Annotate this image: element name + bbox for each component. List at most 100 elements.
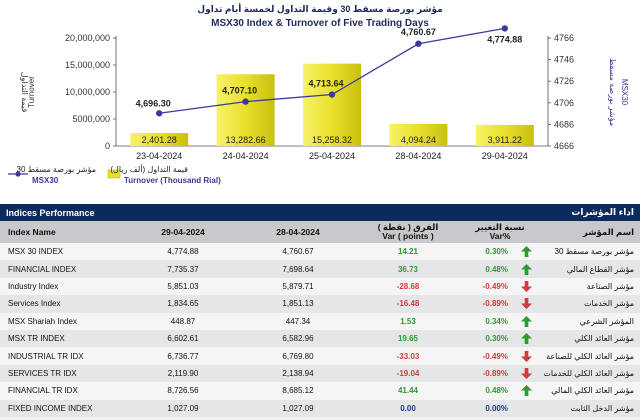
turnover-bar-label: 15,258.32 xyxy=(312,135,352,145)
right-tick-label: 4686 xyxy=(554,119,574,129)
cell-today-value: 1,027.09 xyxy=(167,403,199,413)
cell-var-points: 19.65 xyxy=(397,334,419,344)
table-column-headers: Index Name 29-04-2024 28-04-2024 الفرق (… xyxy=(0,221,640,243)
table-row: FINANCIAL TR IDX 8,726.56 8,685.12 41.44 0.4… xyxy=(0,382,640,400)
cell-index-name-ar: مؤشر العائد الكلي للصناعة xyxy=(546,351,634,361)
table-row: MSX Shariah Index 448.87 447.34 1.53 0.34% ال… xyxy=(0,312,640,330)
right-tick-label: 4726 xyxy=(554,76,574,86)
right-tick-label: 4746 xyxy=(554,55,574,65)
cell-index-name-ar: مؤشر الدخل الثابت xyxy=(570,403,634,413)
arrow-up-icon xyxy=(512,330,540,347)
cell-var-points: -33.03 xyxy=(396,351,420,361)
cell-index-name: MSX TR INDEX xyxy=(8,334,65,344)
combo-chart: مؤشر بورصة مسقط 30 وقيمة التداول لخمسة أ… xyxy=(8,3,629,185)
msx30-point-label: 4,696.30 xyxy=(136,98,171,108)
table-title-ar: اداء المؤشرات xyxy=(571,207,634,217)
cell-var-points: 1.53 xyxy=(400,316,416,326)
table-title: Indices Performance xyxy=(6,207,95,218)
cell-today-value: 8,726.56 xyxy=(167,386,199,396)
x-tick-label: 25-04-2024 xyxy=(309,151,355,161)
msx30-point-label: 4,760.67 xyxy=(401,27,436,37)
turnover-bar xyxy=(303,63,361,146)
cell-prev-value: 447.34 xyxy=(285,316,311,326)
cell-var-pct: 0.48% xyxy=(485,264,508,274)
cell-index-name-ar: مؤشر العائد الكلي للخدمات xyxy=(543,368,634,378)
cell-index-name-ar: مؤشر العائد الكلي المالي xyxy=(551,386,634,396)
left-tick-label: 10,000,000 xyxy=(65,87,110,97)
right-axis-title: MSX30 xyxy=(620,79,629,106)
cell-today-value: 7,735.37 xyxy=(167,264,199,274)
turnover-bar xyxy=(130,133,189,146)
table-body: MSX 30 INDEX 4,774.88 4,760.67 14.21 0.30% مؤ… xyxy=(0,243,640,417)
cell-index-name-ar: مؤشر الصناعة xyxy=(586,281,634,291)
chart-title-ar: مؤشر بورصة مسقط 30 وقيمة التداول لخمسة أ… xyxy=(197,3,442,15)
cell-var-pct: 0.30% xyxy=(485,247,508,257)
table-title-bar: Indices Performance اداء المؤشرات xyxy=(0,204,640,221)
cell-var-pct: 0.00% xyxy=(485,403,508,413)
col-header-var-en: Var ( points ) xyxy=(382,231,434,241)
left-tick-label: 20,000,000 xyxy=(65,33,110,43)
cell-prev-value: 4,760.67 xyxy=(282,247,314,257)
arrow-down-icon xyxy=(512,347,540,364)
cell-index-name-ar: المؤشر الشرعي xyxy=(579,316,634,326)
right-tick-label: 4666 xyxy=(554,141,574,151)
cell-index-name: FINANCIAL INDEX xyxy=(8,264,77,274)
cell-prev-value: 6,769.80 xyxy=(282,351,314,361)
left-tick-label: 0 xyxy=(105,141,110,151)
cell-prev-value: 8,685.12 xyxy=(282,386,314,396)
turnover-bar xyxy=(216,74,275,146)
cell-var-points: -28.68 xyxy=(396,281,420,291)
cell-var-points: 14.21 xyxy=(397,247,419,257)
col-header-var: الفرق ( نقطة ) Var ( points ) xyxy=(356,221,460,243)
cell-today-value: 5,851.03 xyxy=(167,281,199,291)
legend-bar-label-ar: قيمة التداول (ألف ريال) xyxy=(110,164,188,174)
arrow-down-icon xyxy=(512,295,540,312)
cell-index-name: MSX Shariah Index xyxy=(8,316,77,326)
msx30-point-label: 4,713.64 xyxy=(308,79,343,89)
cell-var-pct: 0.48% xyxy=(485,386,508,396)
legend-line-label: MSX30 xyxy=(32,176,59,185)
cell-index-name: SERVICES TR IDX xyxy=(8,368,77,378)
cell-prev-value: 1,851.13 xyxy=(282,299,314,309)
cell-index-name: FIXED INCOME INDEX xyxy=(8,403,93,413)
table-row: FIXED INCOME INDEX 1,027.09 1,027.09 0.00 0.… xyxy=(0,399,640,417)
right-tick-label: 4706 xyxy=(554,98,574,108)
left-tick-label: 15,000,000 xyxy=(65,60,110,70)
table-row: MSX TR INDEX 6,602.61 6,582.96 19.65 0.30% مؤ… xyxy=(0,329,640,348)
cell-prev-value: 7,698.64 xyxy=(282,264,314,274)
cell-var-points: -16.48 xyxy=(396,299,420,309)
right-tick-label: 4766 xyxy=(554,33,574,43)
cell-today-value: 448.87 xyxy=(170,316,196,326)
cell-index-name: FINANCIAL TR IDX xyxy=(8,386,78,396)
cell-index-name: Services Index xyxy=(8,299,61,309)
cell-var-pct: 0.30% xyxy=(485,334,508,344)
turnover-bar-label: 2,401.28 xyxy=(142,135,177,145)
cell-prev-value: 1,027.09 xyxy=(282,403,314,413)
cell-today-value: 1,834.65 xyxy=(167,299,199,309)
x-tick-label: 23-04-2024 xyxy=(136,151,182,161)
msx30-point xyxy=(415,40,422,47)
arrow-down-icon xyxy=(512,365,540,382)
chart-title: MSX30 Index & Turnover of Five Trading D… xyxy=(211,18,429,29)
legend-bar-swatch xyxy=(107,169,121,179)
indices-performance-panel: Indices Performance اداء المؤشرات Index … xyxy=(0,204,640,420)
chart-area: مؤشر بورصة مسقط 30 وقيمة التداول لخمسة أ… xyxy=(0,0,640,200)
cell-prev-value: 5,879.71 xyxy=(282,281,314,291)
col-header-pct-en: Var% xyxy=(489,231,511,241)
turnover-bar-label: 4,094.24 xyxy=(401,135,436,145)
cell-today-value: 2,119.90 xyxy=(167,368,199,378)
msx30-point xyxy=(156,110,163,117)
cell-var-pct: -0.49% xyxy=(482,281,508,291)
arrow-up-icon xyxy=(512,382,540,399)
legend-line-label-ar: مؤشر بورصة مسقط 30 xyxy=(17,165,96,174)
cell-var-pct: -0.49% xyxy=(482,351,508,361)
right-axis-title-ar: مؤشر بورصة مسقط xyxy=(608,58,617,126)
left-axis-title: Turnover xyxy=(27,76,36,108)
table-row: MSX 30 INDEX 4,774.88 4,760.67 14.21 0.30% مؤ… xyxy=(0,243,640,261)
cell-index-name-ar: مؤشر القطاع المالي xyxy=(566,264,634,274)
turnover-bar xyxy=(389,123,448,146)
left-axis-title-ar: قيمة التداول xyxy=(20,72,29,113)
left-tick-label: 5000,000 xyxy=(72,114,110,124)
msx30-point-label: 4,707.10 xyxy=(222,86,257,96)
cell-prev-value: 6,582.96 xyxy=(282,334,314,344)
